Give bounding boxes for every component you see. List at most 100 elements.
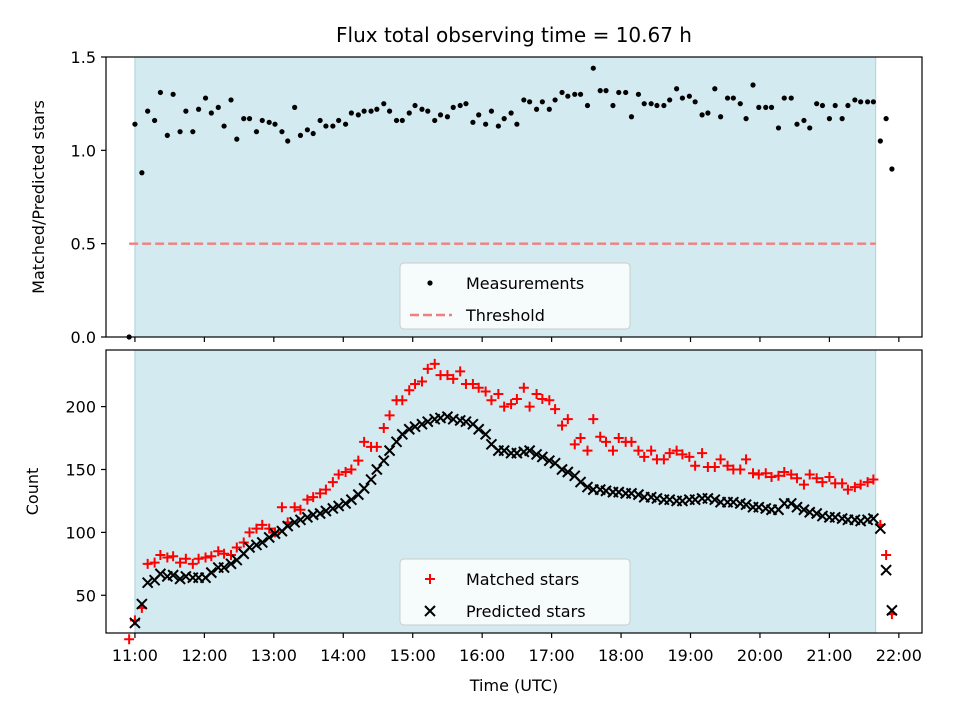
data-point (817, 477, 828, 488)
data-point (690, 460, 701, 471)
data-point (476, 112, 482, 118)
data-point (786, 469, 797, 480)
x-tick-label: 12:00 (181, 646, 227, 665)
data-point (603, 88, 609, 94)
data-point (175, 557, 186, 568)
data-point (550, 404, 561, 415)
top-panel: 0.0 0.5 1.0 1.5 Matched/Predicted stars Measu… (29, 48, 923, 347)
data-point (791, 501, 803, 513)
data-point (315, 488, 326, 499)
data-point (773, 470, 784, 481)
data-point (536, 451, 549, 463)
data-point (886, 604, 898, 617)
data-point (157, 89, 163, 96)
data-point (646, 445, 657, 456)
data-point (562, 414, 573, 425)
data-point (441, 410, 454, 423)
data-point (180, 553, 191, 564)
legend-label: Matched stars (466, 570, 579, 589)
x-tick-label: 11:00 (112, 646, 158, 665)
data-point (849, 482, 860, 493)
data-point (381, 101, 387, 107)
data-point (472, 423, 485, 435)
data-point (289, 502, 300, 513)
data-point (514, 121, 520, 127)
data-point (709, 461, 720, 472)
data-point (263, 531, 275, 544)
data-point (671, 445, 682, 456)
data-point (425, 108, 431, 114)
data-point (467, 378, 478, 389)
data-point (314, 507, 326, 520)
data-point (250, 539, 263, 551)
data-point (546, 106, 552, 112)
data-point (709, 493, 721, 506)
data-point (868, 474, 879, 485)
data-point (743, 116, 749, 122)
data-point (862, 477, 873, 488)
x-tick-label: 13:00 (251, 646, 297, 665)
data-point (798, 479, 809, 490)
data-point (498, 444, 510, 457)
data-point (206, 551, 217, 562)
data-point (692, 99, 698, 105)
data-point (124, 634, 135, 645)
data-point (279, 129, 285, 135)
data-point (810, 507, 823, 520)
data-point (641, 101, 647, 107)
data-point (730, 95, 736, 101)
data-point (607, 445, 618, 456)
data-point (697, 448, 708, 459)
data-point (779, 467, 790, 478)
data-point (399, 117, 405, 124)
data-point (479, 428, 492, 440)
data-point (253, 129, 260, 135)
data-point (177, 129, 183, 135)
data-point (574, 476, 587, 488)
data-point (679, 95, 686, 101)
x-tick-label: 21:00 (806, 646, 852, 665)
data-point (256, 536, 268, 549)
data-point (390, 436, 403, 448)
data-point (187, 558, 198, 569)
data-point (557, 420, 568, 431)
data-point (473, 382, 484, 393)
data-point (753, 469, 764, 480)
x-tick-label: 15:00 (390, 646, 436, 665)
data-point (658, 454, 669, 465)
data-point (336, 117, 342, 124)
data-point (397, 395, 408, 406)
data-point (511, 394, 522, 405)
data-point (524, 401, 535, 412)
data-point (582, 445, 593, 456)
y-axis-label: Matched/Predicted stars (29, 100, 48, 294)
data-point (531, 389, 542, 400)
data-point (297, 132, 304, 138)
data-point (572, 91, 578, 97)
data-point (559, 89, 565, 96)
data-point (626, 436, 637, 447)
data-point (748, 468, 759, 479)
data-point (523, 444, 536, 457)
data-point (246, 116, 253, 122)
data-point (226, 550, 237, 561)
data-point (543, 454, 556, 467)
data-point (648, 101, 654, 107)
data-point (183, 108, 189, 114)
data-point (345, 493, 358, 506)
data-point (889, 166, 895, 172)
data-point (437, 112, 444, 118)
data-point (715, 454, 726, 465)
x-tick-label: 14:00 (320, 646, 366, 665)
data-point (530, 448, 543, 461)
data-point (142, 558, 153, 569)
data-point (852, 97, 858, 103)
data-point (386, 108, 393, 114)
legend-label: Predicted stars (466, 602, 586, 621)
data-point (495, 123, 501, 129)
data-point (202, 95, 209, 101)
data-point (168, 551, 179, 562)
data-point (193, 553, 204, 564)
data-point (527, 99, 533, 105)
data-point (654, 102, 660, 109)
